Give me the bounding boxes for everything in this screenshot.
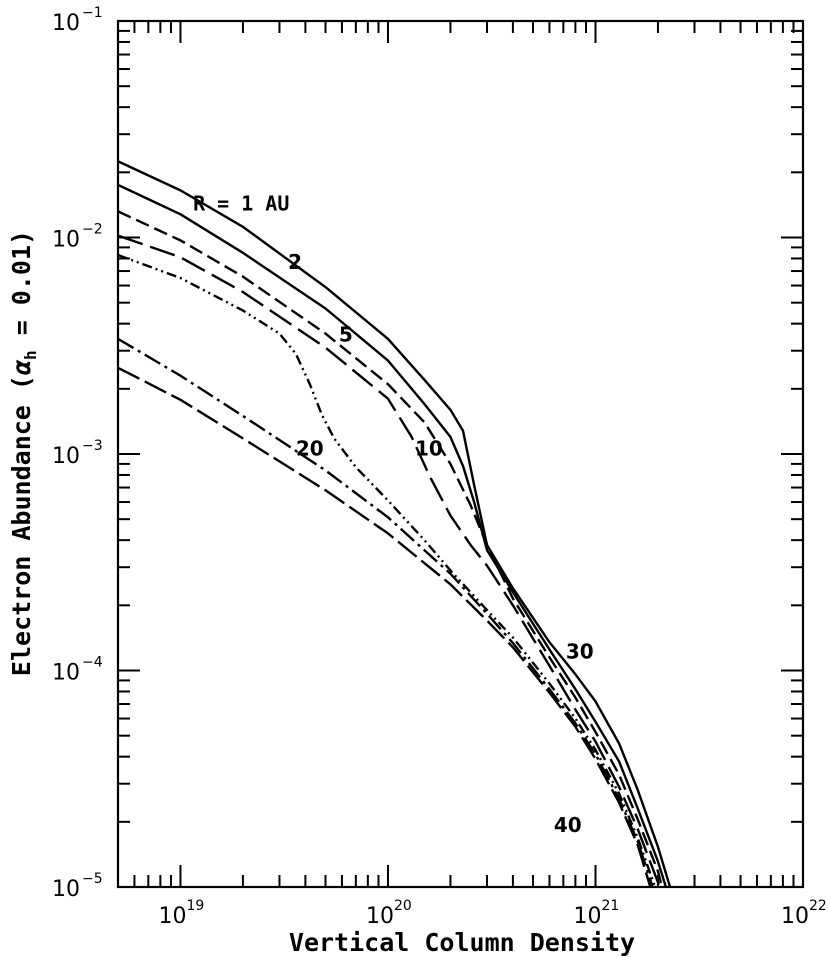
- x-tick-label: 10: [781, 904, 809, 929]
- curve-label: 2: [288, 250, 302, 274]
- curve-label: 30: [566, 639, 594, 663]
- series-line: [118, 337, 654, 887]
- y-tick-label: 10: [52, 11, 80, 36]
- plot-frame: [116, 19, 805, 889]
- axis-ticks: [117, 21, 803, 888]
- series-lines: [118, 160, 672, 887]
- x-tick-exponent: 21: [601, 898, 619, 914]
- curve-label: 5: [339, 323, 353, 347]
- y-tick-exponent: −2: [82, 222, 103, 238]
- y-tick-label: 10: [52, 661, 80, 686]
- curve-label: 20: [296, 437, 324, 461]
- series-line: [118, 234, 661, 887]
- x-tick-label: 10: [573, 904, 601, 929]
- series-line: [118, 253, 657, 887]
- y-tick-exponent: −4: [82, 655, 103, 671]
- series-line: [118, 210, 664, 887]
- y-tick-label: 10: [52, 444, 80, 469]
- series-line: [118, 160, 672, 887]
- x-axis-label: Vertical Column Density: [289, 928, 635, 957]
- x-tick-label: 10: [158, 904, 186, 929]
- curve-label: R = 1 AU: [193, 192, 289, 216]
- curve-label: 40: [554, 813, 582, 837]
- x-tick-exponent: 22: [809, 898, 827, 914]
- series-line: [118, 183, 668, 887]
- y-tick-exponent: −3: [82, 438, 103, 454]
- y-tick-exponent: −5: [82, 871, 103, 887]
- y-tick-label: 10: [52, 228, 80, 253]
- x-tick-label: 10: [366, 904, 394, 929]
- curve-labels: R = 1 AU 2 5 10 20 30 40: [193, 192, 594, 838]
- series-line: [118, 366, 652, 887]
- curve-label: 10: [415, 437, 443, 461]
- x-tick-exponent: 19: [186, 898, 204, 914]
- y-tick-exponent: −1: [82, 5, 103, 21]
- x-tick-exponent: 20: [394, 898, 412, 914]
- y-axis-label: Electron Abundance (αh = 0.01): [7, 230, 40, 676]
- y-tick-label: 10: [52, 877, 80, 902]
